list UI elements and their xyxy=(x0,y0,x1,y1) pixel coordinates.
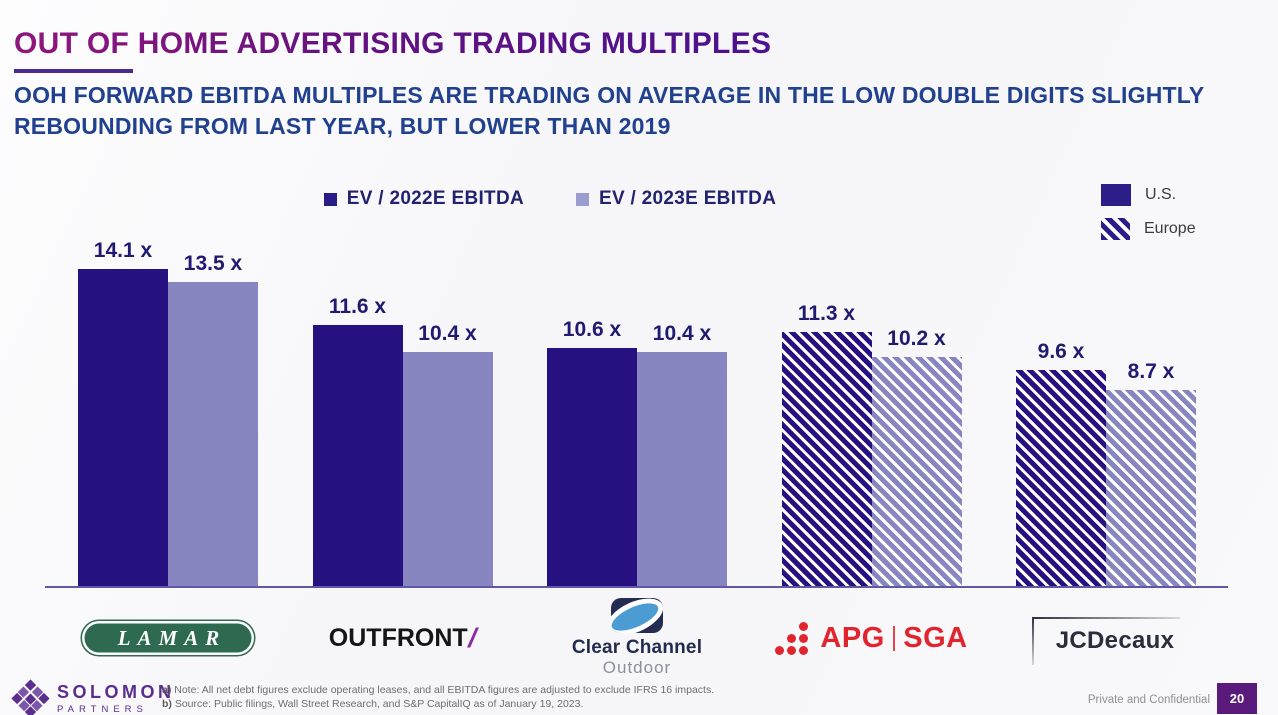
subtitle: OOH FORWARD EBITDA MULTIPLES ARE TRADING… xyxy=(14,82,1205,139)
solomon-rosette-icon xyxy=(10,678,50,715)
page-number-badge: 20 xyxy=(1217,683,1257,714)
bar-group-lamar: 14.1 x 13.5 x xyxy=(78,230,258,586)
bar-ev2022-apg-sga xyxy=(781,331,872,586)
legend-swatch-2023-icon xyxy=(576,192,589,206)
outfront-logo-text: OUTFRONT xyxy=(328,623,468,652)
region-legend: U.S. Europe xyxy=(1101,184,1196,240)
page-title: OUT OF HOME ADVERTISING TRADING MULTIPLE… xyxy=(14,27,772,60)
us-solid-swatch-icon xyxy=(1101,184,1131,206)
legend-label-europe: Europe xyxy=(1144,220,1196,237)
legend-label-2023: EV / 2023E EBITDA xyxy=(599,188,777,209)
lamar-logo-text: LAMAR xyxy=(117,625,227,650)
clear-channel-logo: Clear Channel Outdoor xyxy=(547,598,727,678)
legend-label-us: U.S. xyxy=(1145,186,1177,203)
bar-groups: 14.1 x 13.5 x 11.6 x 10.4 x xyxy=(45,230,1228,586)
bar-ev2023-jcdecaux xyxy=(1106,390,1196,586)
clear-channel-icon xyxy=(611,598,663,633)
legend-item-us: U.S. xyxy=(1101,184,1196,206)
apg-logo-text: APG xyxy=(820,621,885,654)
lamar-pill-icon: LAMAR xyxy=(82,621,254,655)
solomon-wordmark: SOLOMON xyxy=(57,681,175,702)
bar-value-label: 11.3 x xyxy=(797,301,856,325)
apg-dots-icon xyxy=(775,621,809,655)
legend-item-ev2022: EV / 2022E EBITDA xyxy=(323,188,524,210)
footnote-b: b) Source: Public filings, Wall Street R… xyxy=(162,697,584,710)
outfront-logo: OUTFRONT / xyxy=(313,598,493,678)
bar-ev2022-clear-channel xyxy=(547,347,637,586)
bar-value-label: 10.4 x xyxy=(652,322,712,345)
clear-channel-outdoor-text: Outdoor xyxy=(602,658,672,677)
bar-group-apg-sga: 11.3 x 10.2 x xyxy=(781,230,962,586)
legend-label-2022: EV / 2022E EBITDA xyxy=(346,188,524,209)
bar-ev2023-clear-channel xyxy=(637,352,727,586)
bar-group-jcdecaux: 9.6 x 8.7 x xyxy=(1016,230,1196,586)
sga-logo-text: SGA xyxy=(903,621,968,654)
bar-value-label: 10.2 x xyxy=(887,326,946,350)
solomon-partners-logo: SOLOMON PARTNERS xyxy=(10,678,175,715)
bar-group-clear-channel: 10.6 x 10.4 x xyxy=(547,230,727,586)
legend-item-europe: Europe xyxy=(1101,218,1196,240)
apg-sga-logo: APG SGA xyxy=(775,598,967,678)
bar-value-label: 13.5 x xyxy=(183,252,243,276)
lamar-logo: LAMAR xyxy=(78,598,258,678)
series-legend: EV / 2022E EBITDA EV / 2023E EBITDA xyxy=(0,188,1100,210)
bar-ev2023-apg-sga xyxy=(871,356,962,586)
clear-channel-ellipse-icon xyxy=(611,598,663,633)
bar-chart: 14.1 x 13.5 x 11.6 x 10.4 x xyxy=(45,230,1228,588)
bar-ev2022-lamar xyxy=(78,268,168,586)
clear-channel-logo-text: Clear Channel xyxy=(571,637,703,658)
jcdecaux-logo-text: JCDecaux xyxy=(1055,627,1175,654)
title-underline xyxy=(14,69,133,73)
bar-value-label: 8.7 x xyxy=(1127,360,1175,384)
x-axis-line xyxy=(45,586,1228,588)
europe-hatched-swatch-icon xyxy=(1101,218,1130,240)
bar-value-label: 10.6 x xyxy=(562,317,622,341)
bar-value-label: 10.4 x xyxy=(418,322,477,345)
bar-value-label: 11.6 x xyxy=(328,295,387,318)
bar-ev2022-outfront xyxy=(312,325,403,586)
bar-group-outfront: 11.6 x 10.4 x xyxy=(312,230,493,586)
footnotes: a) Note: All net debt figures exclude op… xyxy=(162,684,714,711)
bar-value-label: 9.6 x xyxy=(1037,340,1085,363)
bar-value-label: 14.1 x xyxy=(93,238,153,262)
confidentiality-label: Private and Confidential xyxy=(1087,694,1210,706)
partners-wordmark: PARTNERS xyxy=(57,703,148,715)
bar-ev2023-lamar xyxy=(168,282,258,586)
apg-divider-icon xyxy=(892,625,896,651)
jcdecaux-logo: JCDecaux xyxy=(1016,598,1196,678)
legend-swatch-2022-icon xyxy=(323,192,337,206)
company-logos-row: LAMAR OUTFRONT / Clear Channel Outdoor xyxy=(45,598,1228,678)
footnote-a: a) Note: All net debt figures exclude op… xyxy=(162,684,715,696)
legend-item-ev2023: EV / 2023E EBITDA xyxy=(576,188,776,210)
bar-ev2022-jcdecaux xyxy=(1016,370,1106,586)
bar-ev2023-outfront xyxy=(402,352,493,586)
jcdecaux-corner-left-icon xyxy=(1031,617,1034,665)
jcdecaux-corner-top-icon xyxy=(1031,617,1181,619)
